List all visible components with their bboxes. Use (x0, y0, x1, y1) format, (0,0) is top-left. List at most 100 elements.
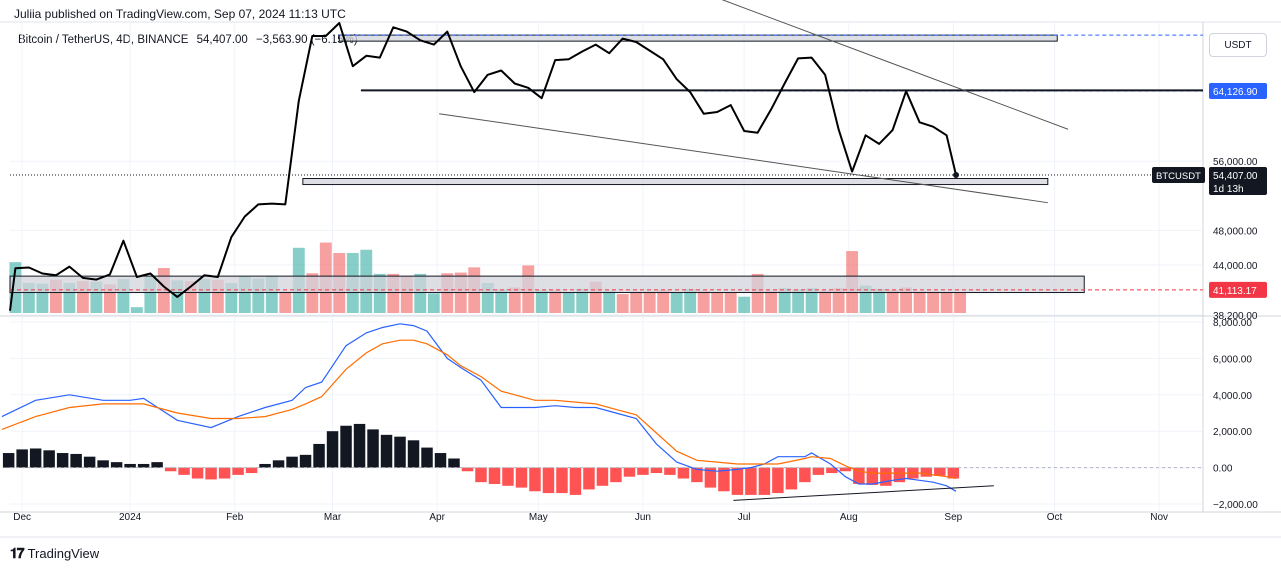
macd-histogram-bar (178, 467, 190, 475)
volume-bar (441, 273, 454, 313)
macd-histogram-bar (650, 467, 663, 474)
volume-bar (657, 290, 670, 313)
volume-bar (49, 279, 62, 313)
macd-axis-tick: 0.00 (1213, 464, 1233, 475)
macd-histogram-bar (205, 467, 217, 480)
volume-bar (562, 292, 575, 313)
volume-bar (927, 291, 940, 313)
volume-bar (738, 296, 751, 313)
time-axis-tick: Aug (840, 512, 858, 523)
time-axis-tick: Dec (13, 512, 31, 523)
volume-bar (670, 292, 683, 313)
volume-bar (265, 275, 278, 313)
macd-histogram-bar (583, 467, 595, 490)
macd-histogram-bar (83, 456, 96, 468)
volume-bar (805, 288, 818, 313)
time-axis-tick: 2024 (119, 512, 142, 523)
macd-histogram-bar (259, 463, 271, 468)
time-axis-tick: Jun (635, 512, 651, 523)
last-price-label-bg (1209, 166, 1267, 195)
last-price-dot (953, 171, 960, 178)
price-axis-tick: 44,000.00 (1213, 261, 1258, 272)
macd-histogram-bar (637, 467, 649, 475)
macd-histogram-bar (110, 462, 123, 468)
volume-bar (711, 292, 724, 313)
price-axis-tick: 48,000.00 (1213, 226, 1258, 237)
macd-histogram-bar (785, 467, 798, 490)
macd-histogram-bar (461, 467, 474, 472)
volume-bar (508, 287, 521, 313)
macd-histogram-bar (407, 440, 420, 468)
volume-bar (90, 281, 103, 313)
time-axis-tick: Jul (738, 512, 751, 523)
price-axis-tick: 38,200.00 (1213, 311, 1258, 322)
macd-histogram-bar (610, 467, 622, 483)
macd-histogram-bar (326, 431, 339, 468)
macd-histogram-bar (758, 467, 771, 495)
time-axis-tick: Apr (429, 512, 445, 523)
macd-histogram-bar (745, 467, 757, 495)
footer-brand[interactable]: TradingView (27, 546, 100, 561)
macd-histogram-bar (839, 467, 852, 472)
volume-bar (76, 281, 89, 313)
time-axis-tick: Mar (324, 512, 342, 523)
countdown-label: 1d 13h (1213, 184, 1244, 195)
macd-histogram-bar (448, 458, 460, 468)
macd-histogram-bar (56, 453, 69, 468)
volume-bar (576, 288, 589, 313)
macd-histogram-bar (218, 467, 231, 479)
volume-bar (589, 281, 602, 313)
volume-bar (495, 289, 508, 313)
macd-histogram-bar (853, 467, 865, 484)
volume-bar (778, 288, 791, 313)
tradingview-logo-icon: 𝟏𝟕 (10, 545, 25, 561)
volume-bar (211, 279, 224, 313)
macd-histogram-bar (502, 467, 514, 486)
volume-bar (751, 273, 764, 313)
volume-bar (22, 283, 35, 313)
volume-bar (954, 292, 967, 313)
volume-bar (549, 290, 562, 313)
macd-histogram-bar (596, 467, 609, 486)
volume-bar (103, 284, 116, 313)
macd-histogram-bar (556, 467, 568, 494)
macd-histogram-bar (866, 467, 879, 485)
macd-histogram-bar (97, 460, 109, 468)
volume-bar (184, 281, 197, 313)
macd-histogram-bar (704, 467, 717, 488)
signal-line (1, 339, 957, 480)
macd-axis-tick: −2,000.00 (1213, 500, 1258, 511)
macd-histogram-bar (731, 467, 744, 495)
macd-histogram-bar (245, 467, 258, 474)
symbol-tag: BTCUSDT (1156, 171, 1201, 182)
volume-bar (198, 279, 211, 313)
macd-histogram-bar (799, 467, 811, 483)
macd-histogram-bar (542, 467, 555, 494)
price-axis-tick: 56,000.00 (1213, 157, 1258, 168)
macd-histogram-bar (340, 425, 352, 468)
volume-bar (792, 289, 805, 313)
volume-bar (427, 293, 440, 313)
macd-histogram-bar (812, 467, 825, 475)
macd-histogram-bar (421, 447, 433, 468)
volume-bar (130, 307, 143, 313)
support-zone (302, 178, 1049, 186)
macd-histogram-bar (286, 456, 298, 468)
macd-histogram-bar (677, 467, 690, 479)
macd-histogram-bar (434, 453, 447, 468)
macd-axis-tick: 8,000.00 (1213, 318, 1252, 329)
volume-bar (630, 291, 643, 313)
volume-bar (697, 290, 710, 313)
macd-histogram-bar (299, 454, 312, 468)
macd-histogram-bar (947, 467, 960, 479)
volume-bar (144, 277, 157, 313)
currency-button[interactable]: USDT (1209, 33, 1267, 57)
volume-bar (765, 290, 778, 313)
macd-histogram-bar (70, 453, 82, 468)
macd-histogram-bar (124, 463, 136, 468)
symbol-name[interactable]: Bitcoin / TetherUS, 4D, BINANCE (18, 34, 189, 46)
macd-histogram-bar (394, 436, 406, 468)
symbol-tag-bg (1152, 166, 1205, 183)
macd-histogram-bar (380, 434, 393, 468)
